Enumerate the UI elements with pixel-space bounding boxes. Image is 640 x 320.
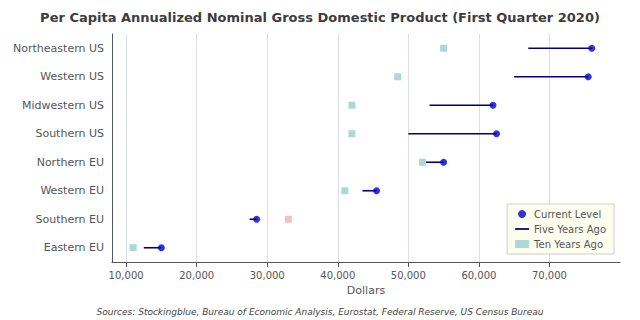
svg-text:Western EU: Western EU (40, 184, 104, 197)
svg-text:Northeastern US: Northeastern US (13, 42, 104, 55)
svg-text:Per Capita Annualized Nominal: Per Capita Annualized Nominal Gross Dome… (40, 10, 600, 25)
svg-text:Midwestern US: Midwestern US (22, 99, 104, 112)
svg-text:Eastern EU: Eastern EU (44, 241, 104, 254)
svg-text:Dollars: Dollars (347, 284, 386, 297)
svg-text:70,000: 70,000 (532, 270, 567, 281)
svg-text:50,000: 50,000 (391, 270, 426, 281)
svg-text:Ten Years Ago: Ten Years Ago (533, 239, 603, 250)
svg-text:60,000: 60,000 (461, 270, 496, 281)
svg-text:10,000: 10,000 (109, 270, 144, 281)
svg-text:Five Years Ago: Five Years Ago (534, 224, 606, 235)
svg-text:Northern EU: Northern EU (37, 156, 104, 169)
svg-text:40,000: 40,000 (320, 270, 355, 281)
svg-text:30,000: 30,000 (250, 270, 285, 281)
svg-text:Southern EU: Southern EU (35, 213, 104, 226)
svg-text:Current Level: Current Level (534, 209, 601, 220)
svg-text:Sources: Stockingblue, Bureau: Sources: Stockingblue, Bureau of Economi… (96, 307, 543, 317)
svg-text:20,000: 20,000 (179, 270, 214, 281)
svg-text:Southern US: Southern US (35, 127, 104, 140)
svg-text:Western US: Western US (40, 70, 104, 83)
